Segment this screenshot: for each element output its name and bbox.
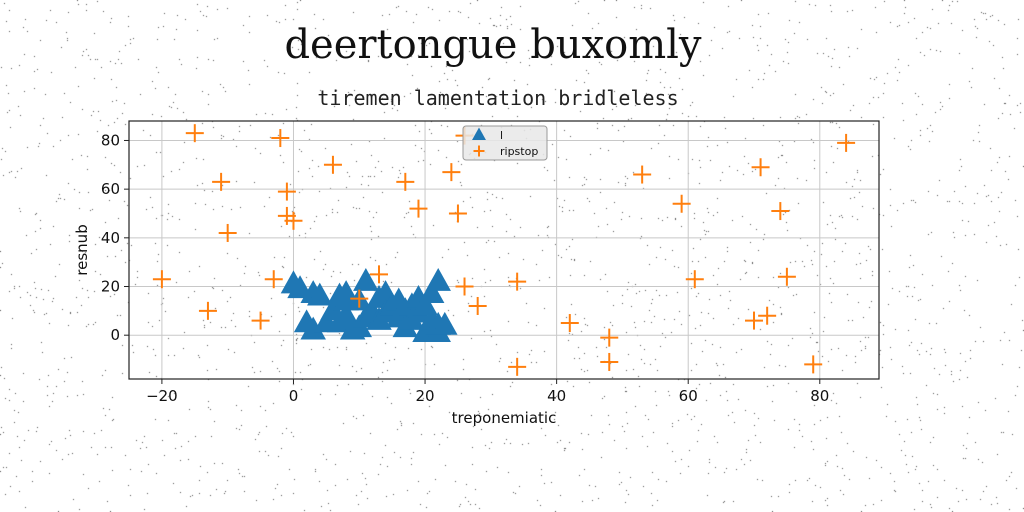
- data-point: [418, 280, 445, 304]
- data-point: [277, 182, 296, 201]
- data-point: [600, 352, 619, 371]
- data-point: [185, 124, 204, 143]
- data-point: [771, 202, 790, 221]
- y-tick-label: 60: [101, 180, 120, 198]
- data-point: [264, 270, 283, 289]
- data-point: [508, 272, 527, 291]
- data-point: [468, 296, 487, 315]
- data-point: [455, 277, 474, 296]
- data-point: [212, 172, 231, 191]
- data-point: [685, 270, 704, 289]
- legend-marker: [472, 127, 486, 141]
- chart-subtitle: tiremen lamentation bridleless: [317, 86, 679, 110]
- data-point: [751, 158, 770, 177]
- chart-title: deertongue buxomly: [284, 22, 702, 68]
- data-point: [777, 267, 796, 286]
- data-point: [350, 289, 369, 308]
- data-point: [508, 357, 527, 376]
- data-point: [600, 328, 619, 347]
- data-point: [198, 301, 217, 320]
- x-tick-label: 80: [810, 387, 829, 405]
- legend-marker: [473, 145, 485, 157]
- y-tick-label: 20: [101, 278, 120, 296]
- axis-ticks: −20 0 20 40 60 80 0 20 40 60 80: [101, 131, 829, 405]
- data-point: [758, 306, 777, 325]
- data-point: [396, 172, 415, 191]
- data-point: [152, 270, 171, 289]
- x-axis-label: treponemiatic: [452, 409, 557, 427]
- data-point: [448, 204, 467, 223]
- data-point: [353, 268, 379, 291]
- y-axis-label: resnub: [73, 224, 91, 275]
- legend-label: ripstop: [500, 145, 538, 158]
- data-point: [307, 282, 333, 306]
- data-point: [271, 129, 290, 148]
- data-point: [300, 316, 326, 340]
- series-0: [280, 268, 458, 342]
- y-tick-label: 80: [101, 131, 120, 149]
- data-point: [804, 355, 823, 374]
- legend-label: l: [500, 129, 503, 142]
- data-point: [323, 155, 342, 174]
- data-point: [409, 199, 428, 218]
- x-tick-label: 40: [547, 387, 566, 405]
- data-point: [442, 163, 461, 182]
- data-point: [251, 311, 270, 330]
- data-point: [432, 311, 458, 335]
- data-point: [370, 265, 388, 284]
- data-point: [425, 268, 451, 291]
- plot-frame: [128, 120, 880, 380]
- x-tick-label: 20: [416, 387, 435, 405]
- series-1: [152, 124, 856, 376]
- y-tick-label: 0: [110, 326, 120, 344]
- y-tick-label: 40: [101, 229, 120, 247]
- x-tick-label: −20: [146, 387, 178, 405]
- data-point: [560, 314, 579, 333]
- data-point: [745, 311, 763, 330]
- data-point: [837, 133, 856, 152]
- x-tick-label: 0: [289, 387, 299, 405]
- data-point: [672, 194, 691, 213]
- grid: [129, 121, 879, 379]
- data-point: [633, 165, 652, 184]
- data-point: [218, 223, 237, 242]
- data-point: [284, 211, 303, 230]
- series-layer: [152, 124, 856, 376]
- legend: l ripstop: [462, 125, 548, 161]
- x-tick-label: 60: [679, 387, 698, 405]
